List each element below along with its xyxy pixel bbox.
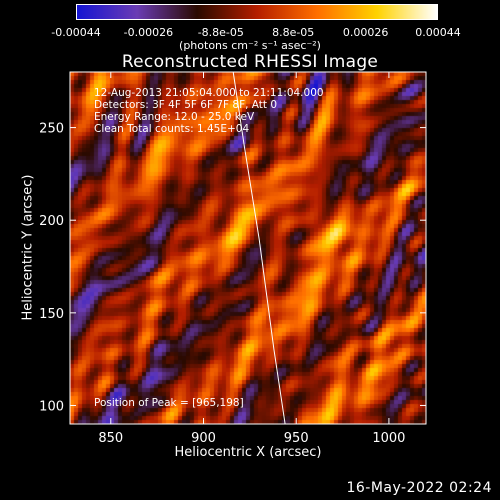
colorbar [76,4,438,20]
x-axis-label: Heliocentric X (arcsec) [174,445,322,460]
annotation-clean: Clean Total counts: 1.45E+04 [94,123,250,135]
x-tick-label: 1000 [372,431,405,446]
y-tick-label: 150 [39,307,64,322]
x-tick-label: 850 [98,431,123,446]
colorbar-tick-label: -8.8e-05 [197,26,244,39]
colorbar-tick-label: -0.00026 [123,26,174,39]
x-tick-label: 900 [191,431,216,446]
annotation-peak: Position of Peak = [965,198] [94,397,244,409]
colorbar-tick-label: 0.00026 [342,26,389,39]
y-axis-label: Heliocentric Y (arcsec) [20,174,36,321]
chart-title: Reconstructed RHESSI Image [121,52,379,72]
y-tick-label: 200 [39,214,64,229]
annotation-energy: Energy Range: 12.0 - 25.0 keV [94,111,255,123]
annotation-detectors: Detectors: 3F 4F 5F 6F 7F 8F, Att 0 [94,99,278,111]
plot-frame [69,71,427,425]
colorbar-tick-label: 0.00044 [415,26,461,39]
y-tick-label: 250 [39,122,64,137]
colorbar-tick-label: 8.8e-05 [272,26,315,39]
annotation-time: 12-Aug-2013 21:05:04.000 to 21:11:04.000 [94,87,324,99]
heatmap-image [70,72,426,424]
plot-datestamp: 16-May-2022 02:24 [346,480,492,496]
y-tick-label: 100 [39,399,64,414]
colorbar-units: (photons cm⁻² s⁻¹ asec⁻²) [179,39,321,52]
colorbar-tick-label: -0.00044 [51,26,101,39]
x-tick-label: 950 [284,431,309,446]
heatmap-plot [70,72,426,424]
solar-limb-curve [232,71,286,425]
